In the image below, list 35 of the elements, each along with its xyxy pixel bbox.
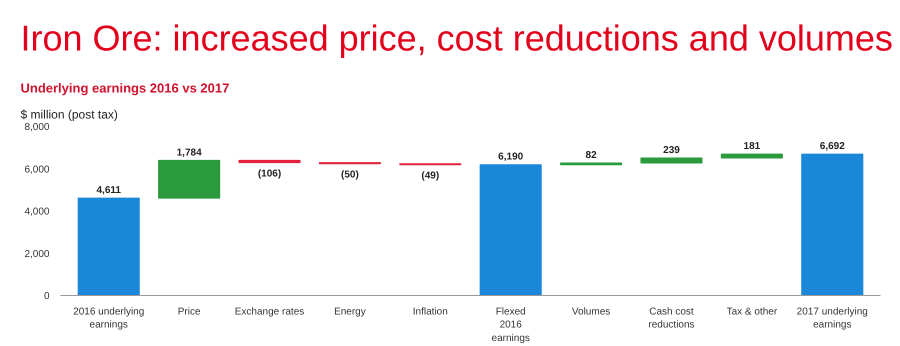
x-tick-label: Flexed 2016 earnings xyxy=(492,306,530,344)
x-tick-label: Tax & other xyxy=(726,306,778,318)
y-tick-label: 0 xyxy=(44,291,50,302)
data-label: 4,611 xyxy=(96,185,122,196)
y-tick-label: 8,000 xyxy=(24,122,50,133)
x-tick-label: Energy xyxy=(334,306,366,318)
x-tick-label: Volumes xyxy=(572,306,610,318)
y-tick-label: 4,000 xyxy=(24,206,50,218)
y-tick-label: 6,000 xyxy=(24,164,50,176)
x-tick-label: Inflation xyxy=(412,306,448,318)
data-label: 82 xyxy=(586,150,598,162)
bar xyxy=(801,154,864,296)
data-label: 1,784 xyxy=(176,147,202,158)
data-label: 181 xyxy=(744,141,761,152)
chart-title: Iron Ore: increased price, cost reductions and volumes xyxy=(20,18,893,58)
bar xyxy=(238,160,301,164)
bar xyxy=(640,157,703,164)
y-tick-label: 2,000 xyxy=(24,248,50,260)
bar xyxy=(158,160,220,199)
data-label: (50) xyxy=(341,170,359,181)
x-tick-label: Exchange rates xyxy=(234,306,304,318)
y-axis-title: $ million (post tax) xyxy=(20,108,118,122)
x-tick-label: Price xyxy=(178,306,201,318)
chart-subtitle: Underlying earnings 2016 vs 2017 xyxy=(20,80,230,96)
bar xyxy=(78,198,140,296)
x-tick-label: Cash cost reductions xyxy=(648,306,695,331)
data-label: (49) xyxy=(421,170,440,182)
data-label: (106) xyxy=(258,168,282,180)
x-tick-label: 2017 underlying earnings xyxy=(796,306,868,331)
bar xyxy=(720,154,783,158)
x-tick-label: 2016 underlying earnings xyxy=(73,306,144,331)
bar xyxy=(480,164,542,296)
data-label: 6,190 xyxy=(498,152,524,163)
data-label: 6,692 xyxy=(820,141,846,152)
data-label: 239 xyxy=(663,144,680,156)
